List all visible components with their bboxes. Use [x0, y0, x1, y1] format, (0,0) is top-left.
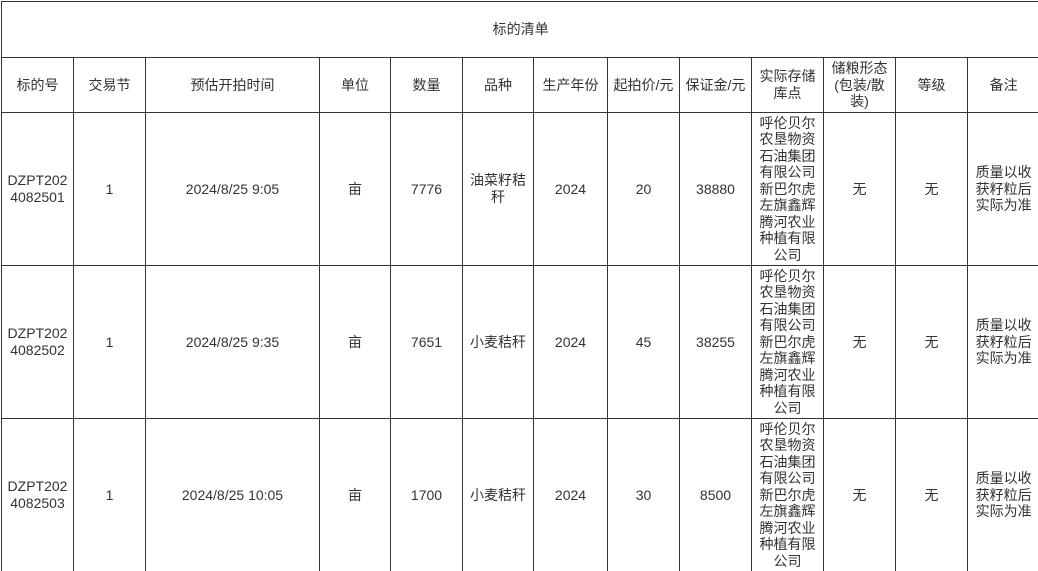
header-grade: 等级 — [895, 57, 968, 113]
header-year: 生产年份 — [533, 57, 608, 113]
cell-variety: 小麦秸秆 — [462, 265, 534, 419]
cell-grade: 无 — [895, 112, 968, 266]
cell-start-time: 2024/8/25 9:05 — [145, 112, 320, 266]
cell-deposit: 38880 — [679, 112, 752, 266]
cell-deposit: 8500 — [679, 418, 752, 571]
cell-deposit: 38255 — [679, 265, 752, 419]
cell-start-price: 45 — [607, 265, 680, 419]
cell-year: 2024 — [533, 418, 608, 571]
header-session: 交易节 — [73, 57, 146, 113]
cell-grain-form: 无 — [823, 418, 896, 571]
cell-storage-location: 呼伦贝尔农垦物资石油集团有限公司新巴尔虎左旗鑫辉腾河农业种植有限公司 — [751, 112, 824, 266]
cell-grade: 无 — [895, 265, 968, 419]
cell-unit: 亩 — [319, 112, 391, 266]
header-deposit: 保证金/元 — [679, 57, 752, 113]
cell-storage-location: 呼伦贝尔农垦物资石油集团有限公司新巴尔虎左旗鑫辉腾河农业种植有限公司 — [751, 265, 824, 419]
cell-variety: 油菜籽秸秆 — [462, 112, 534, 266]
cell-lot-number: DZPT2024082501 — [1, 112, 74, 266]
header-remark: 备注 — [966, 57, 1038, 113]
cell-start-time: 2024/8/25 10:05 — [145, 418, 320, 571]
cell-grain-form: 无 — [823, 112, 896, 266]
cell-storage-location: 呼伦贝尔农垦物资石油集团有限公司新巴尔虎左旗鑫辉腾河农业种植有限公司 — [751, 418, 824, 571]
cell-remark: 质量以收获籽粒后实际为准 — [966, 112, 1038, 266]
table-header-row: 标的号 交易节 预估开拍时间 单位 数量 品种 生产年份 起拍价/元 保证金/元… — [1, 57, 1038, 113]
header-start-price: 起拍价/元 — [607, 57, 680, 113]
cell-year: 2024 — [533, 112, 608, 266]
cell-variety: 小麦秸秆 — [462, 418, 534, 571]
cell-start-price: 30 — [607, 418, 680, 571]
cell-start-time: 2024/8/25 9:35 — [145, 265, 320, 419]
cell-remark: 质量以收获籽粒后实际为准 — [966, 265, 1038, 419]
header-variety: 品种 — [462, 57, 534, 113]
table-title: 标的清单 — [0, 1, 1038, 58]
table-title-row: 标的清单 — [0, 1, 1038, 58]
cell-quantity: 1700 — [390, 418, 463, 571]
cell-quantity: 7776 — [390, 112, 463, 266]
header-unit: 单位 — [319, 57, 391, 113]
cell-session: 1 — [73, 418, 146, 571]
table-row: DZPT2024082502 1 2024/8/25 9:35 亩 7651 小… — [1, 265, 1038, 419]
header-storage-location: 实际存储库点 — [751, 57, 824, 113]
header-lot-number: 标的号 — [1, 57, 74, 113]
header-start-time: 预估开拍时间 — [145, 57, 320, 113]
header-grain-form: 储粮形态(包装/散装) — [823, 57, 896, 113]
cell-year: 2024 — [533, 265, 608, 419]
cell-grade: 无 — [895, 418, 968, 571]
cell-lot-number: DZPT2024082503 — [1, 418, 74, 571]
cell-unit: 亩 — [319, 418, 391, 571]
table-row: DZPT2024082501 1 2024/8/25 9:05 亩 7776 油… — [1, 112, 1038, 266]
cell-grain-form: 无 — [823, 265, 896, 419]
table-row: DZPT2024082503 1 2024/8/25 10:05 亩 1700 … — [1, 418, 1038, 571]
header-quantity: 数量 — [390, 57, 463, 113]
cell-start-price: 20 — [607, 112, 680, 266]
cell-remark: 质量以收获籽粒后实际为准 — [966, 418, 1038, 571]
cell-lot-number: DZPT2024082502 — [1, 265, 74, 419]
cell-session: 1 — [73, 265, 146, 419]
cell-quantity: 7651 — [390, 265, 463, 419]
cell-unit: 亩 — [319, 265, 391, 419]
cell-session: 1 — [73, 112, 146, 266]
